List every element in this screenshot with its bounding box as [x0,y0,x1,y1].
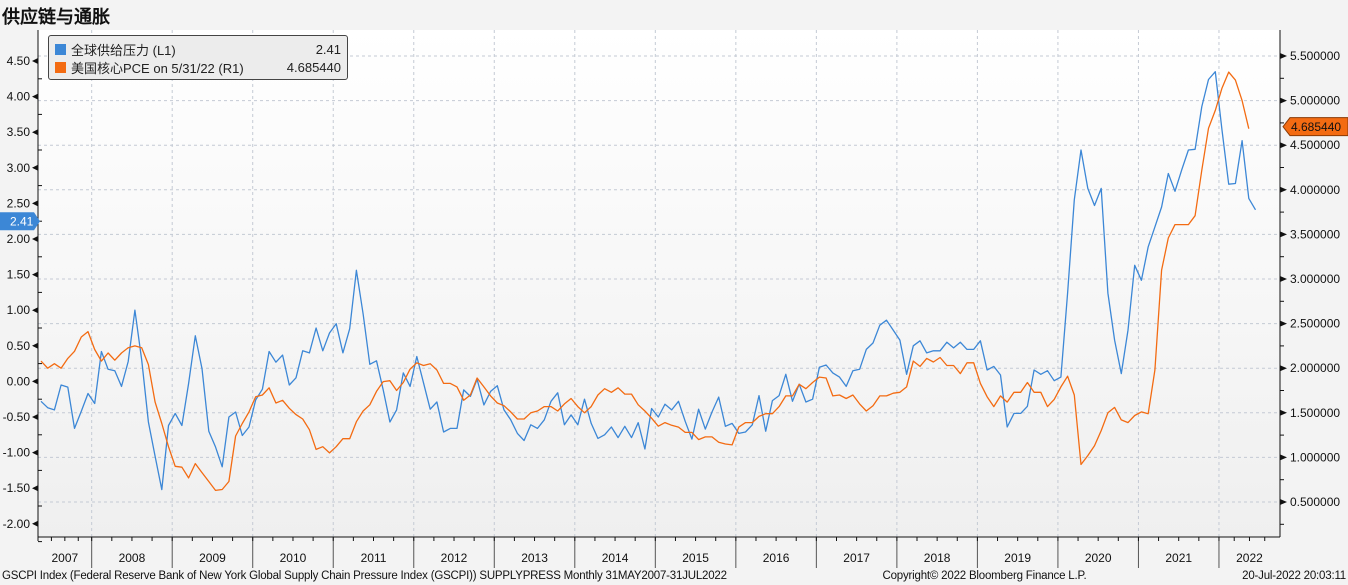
x-tick-label: 2019 [1004,551,1031,565]
legend-item-core-pce: 美国核心PCE on 5/31/22 (R1) 4.685440 [55,58,341,76]
left-tick-label: -1.50 [3,481,31,495]
plot-area [38,30,1280,537]
left-tick-marker [32,93,38,100]
footer-source: GSCPI Index (Federal Reserve Bank of New… [2,570,727,582]
legend-swatch-blue [55,43,66,55]
left-tick-marker [32,307,38,314]
right-tick-label: 2.500000 [1290,317,1340,331]
left-tick-marker [32,378,38,385]
left-tick-marker [32,58,38,64]
left-tick-marker [32,200,38,207]
left-last-value-label: 2.41 [10,215,34,229]
x-tick-label: 2014 [602,551,629,565]
right-tick-label: 2.000000 [1290,361,1340,375]
chart-title: 供应链与通胀 [2,7,110,28]
x-tick-label: 2017 [843,551,870,565]
left-tick-marker [32,485,38,492]
left-tick-marker [32,164,38,171]
right-tick-label: 4.000000 [1290,183,1340,197]
series-line-core-pce [40,71,1250,492]
right-tick-label: 1.000000 [1290,450,1340,464]
right-last-value-badge [1282,117,1348,137]
left-tick-label: 4.50 [7,54,31,68]
left-tick-label: -1.00 [3,446,31,460]
left-tick-label: 3.00 [7,161,31,175]
x-tick-label: 2011 [361,551,387,565]
x-tick-label: 2020 [1085,551,1112,565]
right-tick-marker [1280,53,1287,59]
left-tick-label: 0.50 [7,339,31,353]
left-tick-label: 4.00 [7,90,31,104]
right-tick-marker [1280,320,1287,327]
legend-swatch-orange [55,61,66,73]
right-tick-marker [1280,142,1287,149]
right-last-value-label: 4.685440 [1291,120,1341,134]
legend-label: 美国核心PCE on 5/31/22 (R1) [71,60,244,76]
right-tick-marker [1280,97,1287,104]
right-tick-marker [1280,409,1287,416]
legend: 全球供给压力 (L1) 2.41 美国核心PCE on 5/31/22 (R1)… [48,35,348,80]
footer-copyright: Copyright© 2022 Bloomberg Finance L.P. [882,570,1087,582]
x-tick-label: 2008 [119,551,146,565]
left-tick-marker [32,520,38,527]
left-tick-label: 0.00 [7,374,31,388]
left-last-value-badge [0,212,40,231]
right-tick-marker [1280,186,1287,193]
left-tick-label: -2.00 [3,517,31,531]
x-tick-label: 2007 [51,551,78,565]
right-tick-marker [1280,276,1287,282]
legend-value: 2.41 [315,41,341,57]
x-tick-label: 2021 [1165,551,1192,565]
x-tick-label: 2012 [441,551,468,565]
left-tick-marker [32,414,38,420]
right-tick-label: 1.500000 [1290,406,1340,420]
right-tick-marker [1280,365,1287,372]
x-tick-label: 2010 [280,551,307,565]
left-tick-label: 2.00 [7,232,31,246]
right-tick-label: 3.000000 [1290,272,1340,286]
right-tick-marker [1280,231,1287,238]
left-tick-marker [32,129,38,136]
right-tick-marker [1280,454,1287,461]
left-tick-label: 1.00 [7,303,31,317]
right-tick-label: 4.500000 [1290,138,1340,152]
series-line-supply-pressure [40,71,1257,491]
x-tick-label: 2009 [199,551,226,565]
right-tick-label: 3.500000 [1290,227,1340,241]
left-tick-label: 1.50 [7,268,31,282]
left-tick-marker [32,342,38,349]
footer: GSCPI Index (Federal Reserve Bank of New… [2,570,1346,582]
x-tick-label: 2022 [1236,551,1263,565]
legend-label: 全球供给压力 (L1) [71,42,176,58]
x-tick-label: 2013 [521,551,548,565]
left-tick-label: 2.50 [7,196,31,210]
left-tick-marker [32,449,38,456]
legend-value: 4.685440 [286,59,341,75]
legend-item-supply-pressure: 全球供给压力 (L1) 2.41 [55,40,341,58]
left-tick-label: -0.50 [3,410,31,424]
right-tick-marker [1280,499,1287,505]
right-tick-label: 5.500000 [1290,49,1340,63]
right-tick-label: 5.000000 [1290,94,1340,108]
footer-timestamp: 20-Jul-2022 20:03:11 [1242,570,1346,582]
x-tick-label: 2016 [763,551,790,565]
right-tick-label: 0.500000 [1290,495,1340,509]
left-tick-marker [32,271,38,278]
left-tick-marker [32,236,38,242]
x-tick-label: 2015 [682,551,709,565]
x-tick-label: 2018 [924,551,951,565]
left-tick-label: 3.50 [7,125,31,139]
